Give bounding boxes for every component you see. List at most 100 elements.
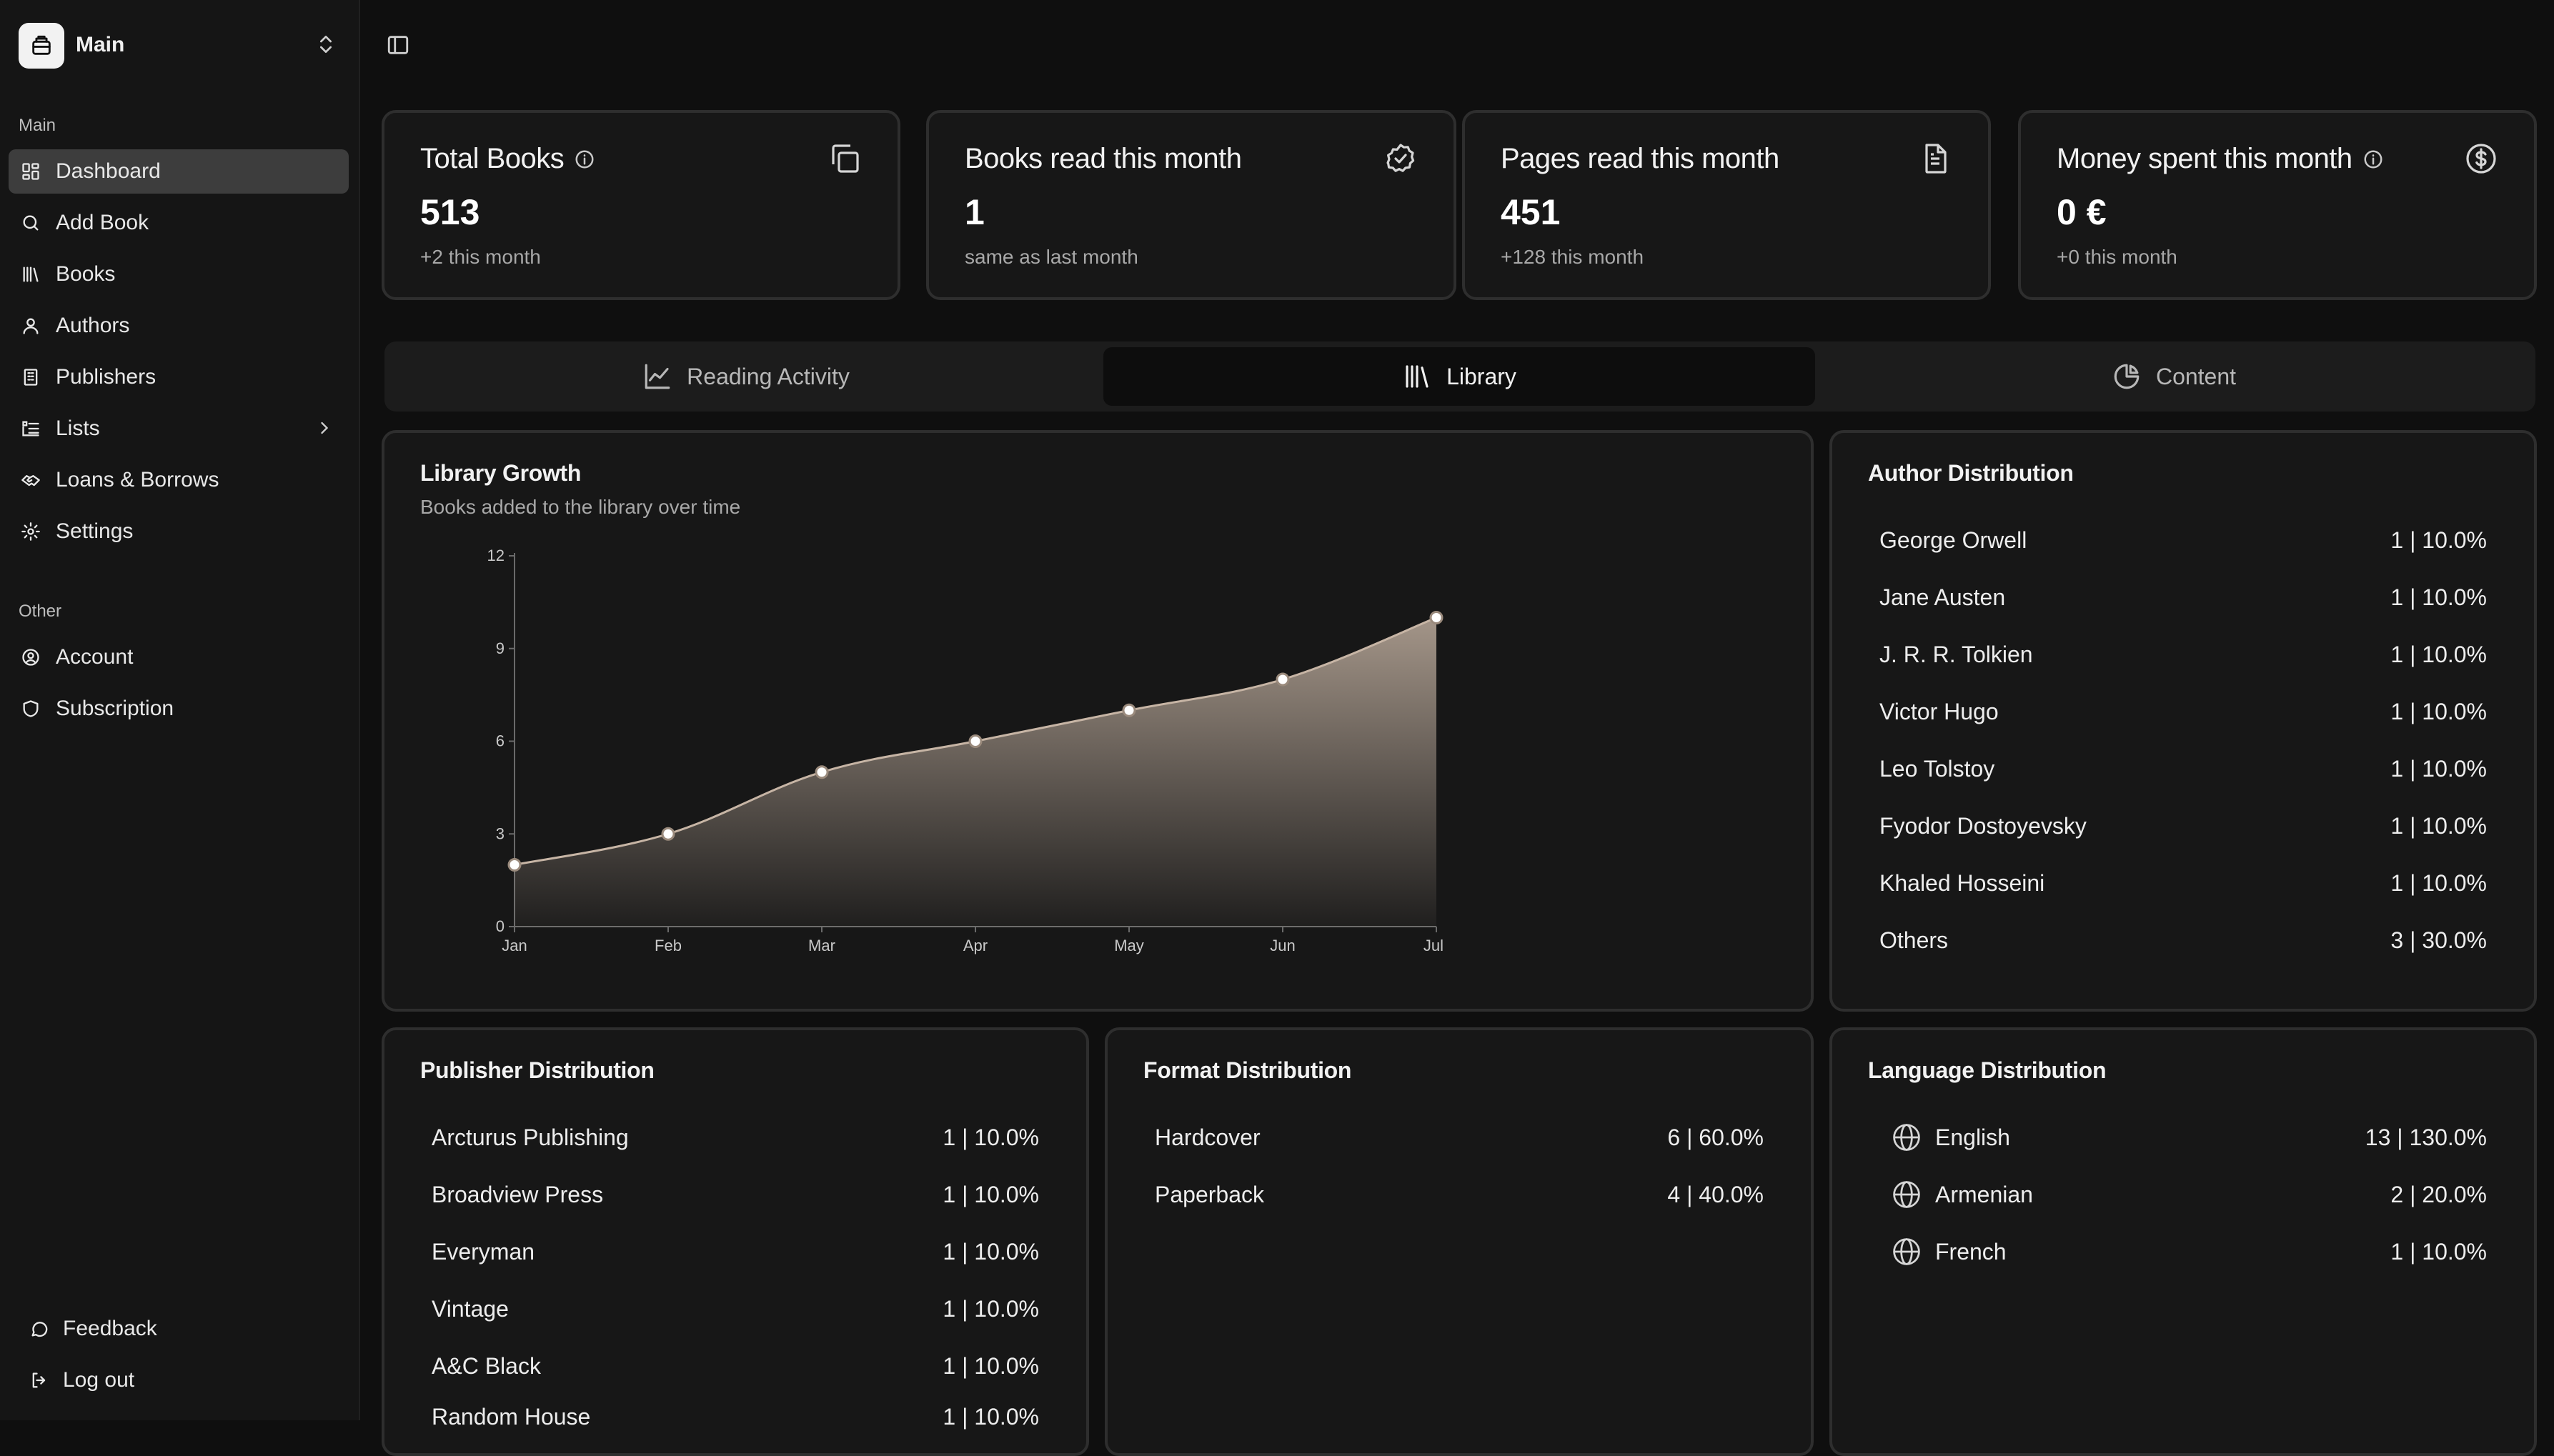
format-distribution-card: Format Distribution Hardcover 6 | 60.0% P… xyxy=(1105,1027,1814,1456)
stat-card-total-books: Total Books 513 +2 this month xyxy=(382,110,900,300)
feedback-button[interactable]: Feedback xyxy=(29,1311,157,1347)
row-label: Khaled Hosseini xyxy=(1879,869,2045,896)
data-point xyxy=(1276,672,1290,687)
y-tick-label: 9 xyxy=(496,639,505,657)
publisher-distribution-card: Publisher Distribution Arcturus Publishi… xyxy=(382,1027,1089,1456)
sidebar-item-subscription[interactable]: Subscription xyxy=(9,687,349,731)
section-label-main: Main xyxy=(19,116,56,135)
data-point xyxy=(968,734,983,748)
sidebar-item-settings[interactable]: Settings xyxy=(9,509,349,554)
stat-title: Money spent this month xyxy=(2057,143,2352,174)
panel-title: Publisher Distribution xyxy=(420,1057,655,1083)
panel-title: Language Distribution xyxy=(1868,1057,2107,1083)
message-circle-icon xyxy=(29,1318,50,1340)
library-icon xyxy=(20,264,41,285)
sidebar-item-books[interactable]: Books xyxy=(9,252,349,296)
sidebar-item-publishers[interactable]: Publishers xyxy=(9,355,349,399)
row-value: 1 | 10.0% xyxy=(2390,527,2487,553)
row-value: 2 | 20.0% xyxy=(2390,1181,2487,1207)
user-circle-icon xyxy=(20,647,41,668)
chevron-right-icon[interactable] xyxy=(314,418,334,438)
stat-title: Books read this month xyxy=(965,143,1242,174)
workspace-name[interactable]: Main xyxy=(76,33,125,56)
sidebar-toggle-icon[interactable] xyxy=(386,33,410,57)
sidebar-item-authors[interactable]: Authors xyxy=(9,304,349,348)
stat-card-books-read: Books read this month 1 same as last mon… xyxy=(926,110,1456,300)
x-tick-label: Feb xyxy=(655,937,682,954)
tab-reading-activity[interactable]: Reading Activity xyxy=(390,347,1102,406)
handshake-icon xyxy=(20,469,41,491)
section-label-other: Other xyxy=(19,602,62,621)
list-item: George Orwell 1 | 10.0% xyxy=(1879,522,2487,558)
author-distribution-card: Author Distribution George Orwell 1 | 10.… xyxy=(1829,430,2537,1012)
building-icon xyxy=(20,367,41,388)
search-icon xyxy=(20,212,41,234)
sidebar-item-label: Lists xyxy=(56,417,100,440)
row-value: 1 | 10.0% xyxy=(2390,755,2487,782)
list-item: Others 3 | 30.0% xyxy=(1879,922,2487,958)
row-value: 1 | 10.0% xyxy=(943,1238,1039,1265)
row-label: Armenian xyxy=(1935,1181,2033,1207)
x-tick-label: Jan xyxy=(502,937,527,954)
sidebar-item-label: Books xyxy=(56,262,116,286)
row-value: 1 | 10.0% xyxy=(943,1181,1039,1207)
row-label: A&C Black xyxy=(432,1352,541,1379)
list-item: Hardcover 6 | 60.0% xyxy=(1155,1120,1764,1155)
row-label: Paperback xyxy=(1155,1181,1264,1207)
tab-content[interactable]: Content xyxy=(1818,347,2530,406)
y-tick-label: 3 xyxy=(496,824,505,842)
sidebar-item-label: Loans & Borrows xyxy=(56,468,219,492)
user-icon xyxy=(20,315,41,336)
stat-sub: +2 this month xyxy=(420,246,541,268)
globe-icon xyxy=(1891,1122,1922,1153)
x-tick-label: May xyxy=(1114,937,1144,954)
row-label: Vintage xyxy=(432,1295,509,1322)
sidebar-item-account[interactable]: Account xyxy=(9,635,349,679)
row-value: 1 | 10.0% xyxy=(943,1403,1039,1430)
row-value: 1 | 10.0% xyxy=(943,1352,1039,1379)
stat-sub: same as last month xyxy=(965,246,1138,268)
info-icon[interactable] xyxy=(2362,149,2384,170)
dashboard-icon xyxy=(20,161,41,182)
stat-value: 451 xyxy=(1501,192,1561,232)
list-item: Khaled Hosseini 1 | 10.0% xyxy=(1879,865,2487,901)
sidebar-item-loans-borrows[interactable]: Loans & Borrows xyxy=(9,458,349,502)
x-tick-label: Mar xyxy=(808,937,835,954)
y-tick-label: 6 xyxy=(496,732,505,750)
list-item: Vintage 1 | 10.0% xyxy=(432,1291,1039,1327)
list-item: Fyodor Dostoyevsky 1 | 10.0% xyxy=(1879,808,2487,844)
sidebar-item-dashboard[interactable]: Dashboard xyxy=(9,149,349,194)
globe-icon xyxy=(1891,1179,1922,1210)
data-point xyxy=(507,858,522,872)
row-value: 1 | 10.0% xyxy=(2390,698,2487,724)
globe-icon xyxy=(1891,1236,1922,1267)
workspace-logo-icon[interactable] xyxy=(19,23,64,69)
row-label: Hardcover xyxy=(1155,1124,1261,1150)
row-value: 13 | 130.0% xyxy=(2365,1124,2487,1150)
x-tick-label: Jul xyxy=(1423,937,1444,954)
pie-chart-icon xyxy=(2112,361,2142,392)
row-value: 1 | 10.0% xyxy=(2390,584,2487,610)
row-label: Victor Hugo xyxy=(1879,698,1999,724)
library-icon xyxy=(1402,361,1432,392)
data-point xyxy=(1429,611,1444,624)
sidebar-item-add-book[interactable]: Add Book xyxy=(9,201,349,245)
sidebar-item-lists[interactable]: Lists xyxy=(9,407,349,451)
info-icon[interactable] xyxy=(574,149,595,170)
check-badge-icon xyxy=(1383,141,1418,176)
row-value: 4 | 40.0% xyxy=(1667,1181,1764,1207)
row-label: French xyxy=(1935,1238,2007,1265)
chevrons-up-down-icon[interactable] xyxy=(314,33,337,56)
file-icon xyxy=(1918,141,1952,176)
copy-icon xyxy=(828,141,862,176)
library-growth-chart: 0 3 6 9 12 Jan Feb Mar Apr May Jun Jul xyxy=(487,547,1444,954)
logout-button[interactable]: Log out xyxy=(29,1362,134,1398)
data-point xyxy=(661,827,675,841)
list-item: J. R. R. Tolkien 1 | 10.0% xyxy=(1879,637,2487,672)
stat-value: 1 xyxy=(965,192,985,232)
row-label: J. R. R. Tolkien xyxy=(1879,641,2033,667)
tab-label: Reading Activity xyxy=(687,363,850,389)
row-label: Arcturus Publishing xyxy=(432,1124,629,1150)
row-value: 1 | 10.0% xyxy=(2390,869,2487,896)
tab-library[interactable]: Library xyxy=(1103,347,1815,406)
